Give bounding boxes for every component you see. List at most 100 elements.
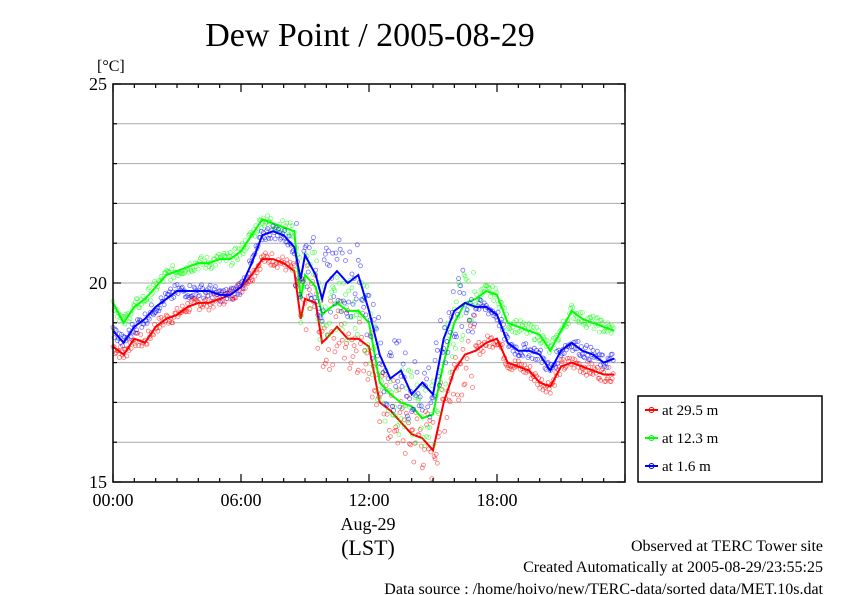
sample-point	[236, 246, 242, 252]
sample-point	[314, 258, 320, 264]
sample-point	[346, 331, 352, 337]
sample-point	[456, 276, 462, 281]
sample-point	[422, 443, 427, 449]
sample-point	[531, 378, 537, 383]
sample-point	[377, 395, 383, 401]
footer-data-source: Data source : /home/hoivo/new/TERC-data/…	[384, 581, 823, 595]
sample-point	[335, 297, 341, 303]
sample-point	[140, 293, 146, 299]
sample-point	[478, 298, 484, 304]
sample-point	[533, 371, 538, 377]
sample-point	[464, 307, 470, 313]
sample-point	[512, 329, 518, 335]
y-tick-label: 15	[89, 472, 107, 492]
sample-point	[352, 291, 358, 297]
sample-point	[432, 456, 438, 462]
legend-label: at 29.5 m	[662, 403, 719, 419]
sample-point	[228, 285, 234, 291]
sample-point	[326, 248, 331, 254]
sample-point	[522, 362, 528, 368]
sample-point	[211, 286, 217, 292]
sample-point	[396, 432, 402, 438]
sample-point	[219, 288, 225, 294]
sample-point	[280, 254, 286, 260]
sample-point	[205, 292, 211, 298]
sample-point	[492, 342, 498, 348]
sample-point	[359, 334, 364, 340]
sample-point	[447, 399, 453, 405]
sample-point	[217, 301, 223, 307]
sample-point	[582, 355, 587, 361]
sample-point	[221, 250, 227, 256]
sample-point	[369, 355, 375, 361]
sample-point	[381, 389, 387, 395]
sample-point	[493, 285, 499, 291]
sample-point	[155, 328, 161, 334]
sample-point	[563, 324, 569, 330]
sample-point	[283, 267, 289, 273]
sample-point	[322, 251, 328, 257]
sample-point	[340, 280, 346, 286]
sample-point	[144, 341, 150, 347]
sample-point	[320, 364, 326, 369]
sample-point	[196, 307, 202, 313]
sample-point	[600, 320, 605, 326]
sample-point	[201, 295, 207, 301]
sample-point	[328, 309, 334, 315]
sample-point	[142, 311, 148, 317]
sample-point	[250, 278, 256, 284]
sample-point	[523, 322, 529, 328]
sample-point	[297, 292, 303, 297]
sample-point	[573, 339, 579, 345]
sample-point	[171, 294, 177, 300]
sample-point	[269, 251, 275, 257]
sample-point	[407, 441, 412, 447]
sample-point	[353, 296, 359, 302]
sample-point	[242, 285, 248, 291]
sample-point	[346, 288, 352, 294]
sample-point	[374, 402, 379, 408]
sample-point	[343, 345, 348, 350]
sample-point	[594, 364, 600, 370]
sample-point	[538, 347, 544, 353]
sample-point	[594, 348, 600, 354]
sample-point	[209, 295, 215, 301]
sample-point	[235, 291, 241, 297]
sample-point	[431, 393, 437, 399]
y-tick-label: 20	[89, 273, 107, 293]
sample-point	[509, 328, 515, 334]
sample-point	[349, 271, 355, 277]
sample-point	[460, 332, 466, 338]
sample-point	[156, 308, 162, 314]
sample-point	[579, 310, 585, 315]
sample-point	[447, 329, 453, 335]
sample-point	[519, 352, 524, 358]
sample-point	[590, 313, 596, 319]
sample-point	[445, 349, 451, 355]
sample-point	[391, 412, 396, 418]
sample-point	[470, 385, 475, 390]
sample-point	[447, 370, 453, 375]
sample-point	[345, 337, 351, 343]
sample-point	[557, 372, 563, 377]
sample-point	[570, 356, 576, 362]
sample-point	[163, 312, 169, 318]
sample-point	[138, 332, 144, 338]
sample-point	[459, 337, 465, 343]
sample-point	[320, 322, 326, 328]
sample-point	[527, 364, 533, 369]
sample-point	[418, 443, 424, 449]
sample-point	[265, 226, 271, 232]
sample-point	[336, 340, 342, 346]
sample-point	[419, 465, 425, 471]
sample-point	[310, 250, 315, 256]
sample-point	[433, 340, 439, 346]
sample-point	[190, 292, 196, 298]
sample-point	[255, 228, 261, 234]
sample-point	[339, 337, 345, 343]
sample-point	[555, 360, 561, 366]
sample-point	[443, 381, 449, 387]
sample-point	[338, 309, 344, 314]
sample-point	[395, 423, 401, 429]
grid-lines	[113, 123, 625, 443]
